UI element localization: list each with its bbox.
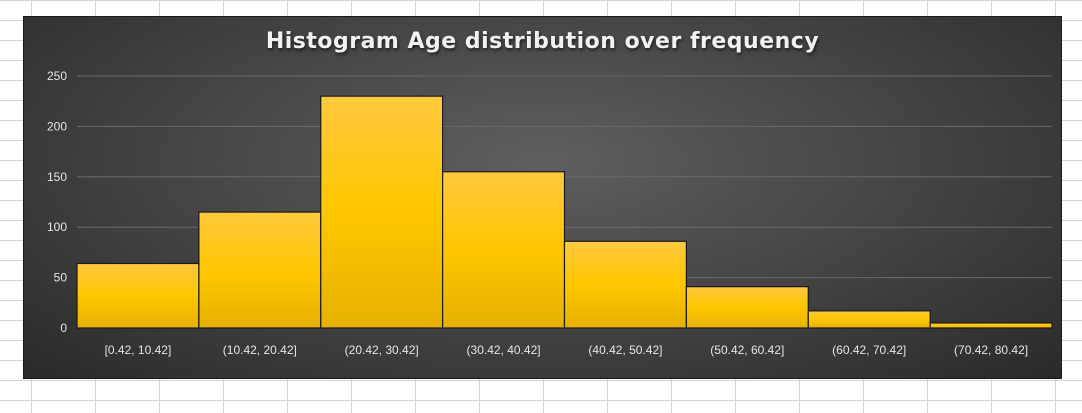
bar: [320, 95, 444, 329]
bar: [198, 211, 322, 329]
bar: [563, 240, 687, 329]
bar: [807, 310, 931, 329]
x-tick-label: [0.42, 10.42]: [105, 343, 172, 357]
x-tick-label: (10.42, 20.42]: [223, 343, 297, 357]
x-tick-label: (40.42, 50.42]: [588, 343, 662, 357]
y-axis: 0 50 100 150 200 250: [47, 69, 67, 335]
chart-area: Histogram Age distribution over frequenc…: [24, 17, 1061, 378]
bar: [76, 262, 200, 329]
bar: [929, 322, 1053, 329]
x-tick-label: (70.42, 80.42]: [954, 343, 1028, 357]
x-axis: [0.42, 10.42] (10.42, 20.42] (20.42, 30.42…: [105, 343, 1029, 357]
bars: [76, 95, 1053, 329]
y-tick-label: 150: [47, 170, 67, 184]
chart-title: Histogram Age distribution over frequenc…: [265, 29, 820, 54]
y-tick-label: 250: [47, 69, 67, 83]
chart-plot: 0 50 100 150 200 250 [0.42, 10.42] (10.42, 20.…: [47, 69, 1053, 357]
x-tick-label: (50.42, 60.42]: [710, 343, 784, 357]
y-tick-label: 50: [54, 271, 68, 285]
x-tick-label: (30.42, 40.42]: [467, 343, 541, 357]
x-tick-label: (60.42, 70.42]: [832, 343, 906, 357]
y-tick-label: 100: [47, 220, 67, 234]
y-tick-label: 0: [60, 321, 67, 335]
x-tick-label: (20.42, 30.42]: [345, 343, 419, 357]
y-tick-label: 200: [47, 119, 67, 133]
bar: [442, 171, 566, 329]
bar: [685, 286, 809, 329]
